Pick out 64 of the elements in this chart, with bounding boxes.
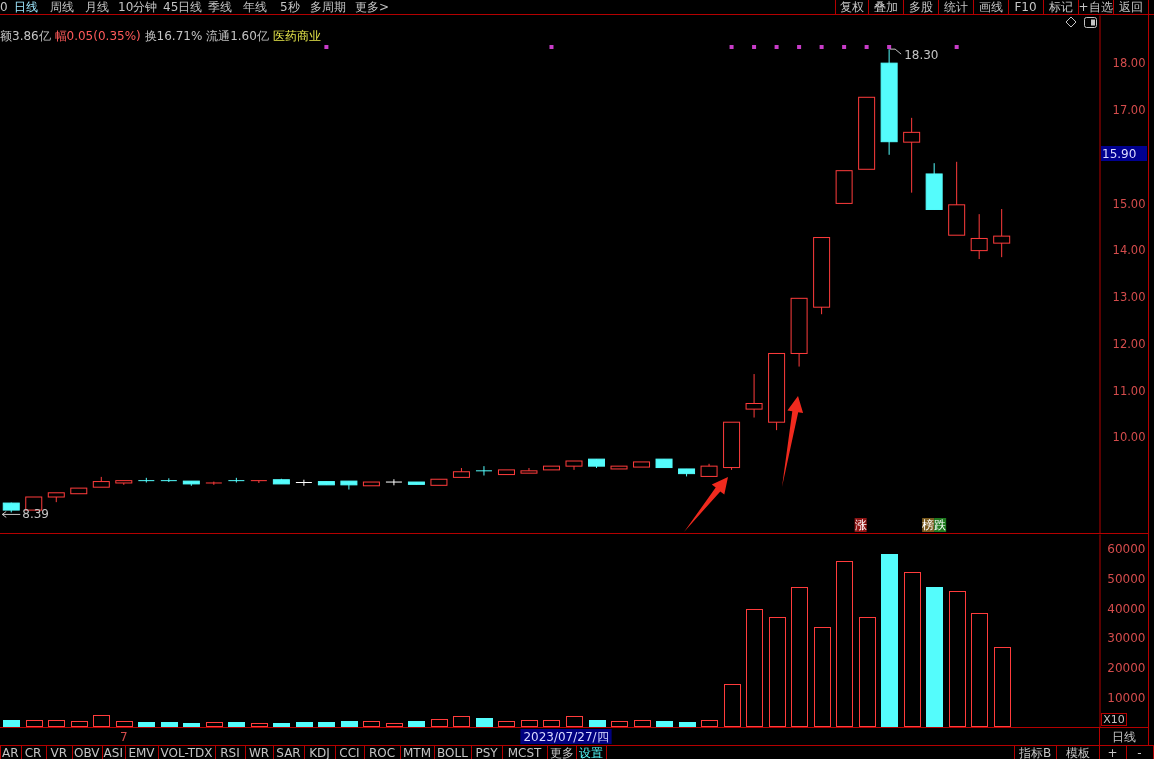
text: MTM	[402, 745, 432, 759]
y-tick-label: 15.00	[1112, 196, 1146, 211]
text: +自选	[1078, 0, 1113, 14]
y-tick-label: 30000	[1107, 631, 1146, 646]
text: 日线	[1112, 729, 1136, 744]
text: 10分钟	[118, 0, 158, 14]
text: 额3.86亿 幅0.05(0.35%) 换16.71% 流通1.60亿 医药商业	[0, 29, 321, 43]
y-tick-label: 40000	[1107, 601, 1146, 616]
text: PSY	[475, 745, 499, 759]
y-tick-label: 10000	[1107, 690, 1146, 705]
annotation: 18.30	[904, 48, 939, 63]
text: F10	[1014, 0, 1037, 14]
y-tick-label: 60000	[1107, 542, 1146, 557]
text: BOLL	[437, 745, 469, 759]
text: 年线	[243, 0, 267, 14]
text: 更多>	[355, 0, 390, 14]
y-tick-label: 13.00	[1112, 290, 1146, 305]
x-tick-label: 7	[119, 729, 128, 744]
y-tick-label: 50000	[1107, 571, 1146, 586]
text: 0	[0, 0, 8, 14]
y-tick-label: 18.00	[1112, 56, 1146, 71]
text: 统计	[943, 0, 968, 14]
annotation: 榜跌	[922, 518, 947, 532]
text: 45日线	[163, 0, 203, 14]
text: 指标B	[1017, 745, 1052, 759]
y-tick-label: 12.00	[1112, 336, 1146, 351]
text: KDJ	[309, 745, 330, 759]
text: OBV	[74, 745, 101, 759]
text: 5秒	[280, 0, 300, 14]
text: CR	[24, 745, 42, 759]
y-tick-label: 10.00	[1112, 430, 1146, 445]
annotation: 8.39	[22, 507, 49, 522]
y-tick-label: 14.00	[1112, 243, 1146, 258]
text: MCST	[507, 745, 543, 759]
text: 周线	[50, 0, 74, 14]
text: VOL-TDX	[160, 745, 213, 759]
text: WR	[248, 745, 270, 759]
y-tick-label: 17.00	[1112, 103, 1146, 118]
y-tick-label: 11.00	[1112, 383, 1146, 398]
text: 更多	[549, 745, 574, 759]
text: 模板	[1065, 745, 1090, 759]
text: ROC	[368, 745, 396, 759]
text: CCI	[339, 745, 360, 759]
annotation: 15.90	[1102, 146, 1137, 161]
text: VR	[50, 745, 68, 759]
text: 返回	[1118, 0, 1143, 14]
text: 设置	[579, 745, 603, 759]
text: 复权	[839, 0, 864, 14]
text: 日线	[14, 0, 38, 14]
text: +	[1107, 745, 1118, 759]
text: RSI	[220, 745, 240, 759]
text: EMV	[128, 745, 156, 759]
text: -	[1137, 745, 1142, 759]
text: 多股	[908, 0, 933, 14]
text: SAR	[276, 745, 301, 759]
text: 标记	[1047, 0, 1073, 14]
text: ASI	[103, 745, 123, 759]
text: 季线	[208, 0, 232, 14]
y-tick-label: 20000	[1107, 660, 1146, 675]
text: 画线	[978, 0, 1003, 14]
text: AR	[2, 745, 19, 759]
text: 月线	[85, 0, 109, 14]
text: 多周期	[310, 0, 346, 14]
text: 叠加	[873, 0, 898, 14]
